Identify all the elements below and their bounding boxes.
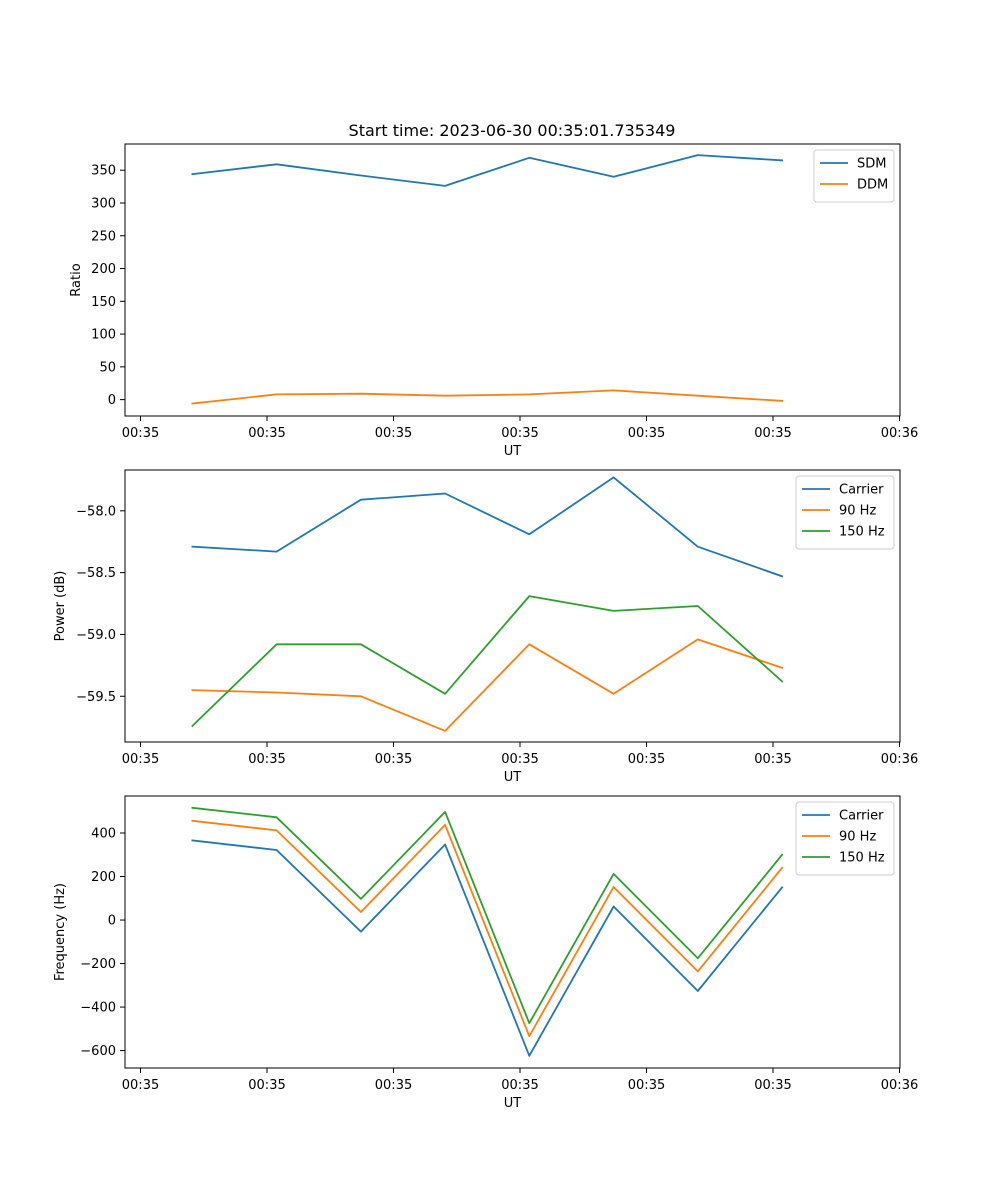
x-tick-label: 00:35 — [501, 1078, 538, 1093]
series-line-150-hz — [191, 806, 784, 1025]
legend: Carrier 90 Hz 150 Hz — [795, 801, 895, 876]
series-line-sdm — [191, 154, 784, 187]
legend-label: 150 Hz — [839, 851, 885, 866]
x-tick-label: 00:35 — [375, 1078, 412, 1093]
legend-label: Carrier — [839, 809, 884, 824]
y-tick-label: 350 — [91, 164, 116, 179]
x-tick-label: 00:35 — [628, 426, 665, 441]
x-tick-label: 00:35 — [375, 426, 412, 441]
x-axis-label: UT — [504, 444, 522, 459]
x-tick-label: 00:35 — [754, 426, 791, 441]
y-tick-label: 300 — [91, 196, 116, 211]
legend-label: 90 Hz — [839, 830, 876, 845]
y-tick-label: −58.0 — [76, 504, 116, 519]
x-tick-label: 00:35 — [122, 426, 159, 441]
x-tick-label: 00:36 — [881, 752, 918, 767]
y-tick-label: 400 — [91, 826, 116, 841]
y-tick-label: 0 — [108, 914, 116, 929]
legend-label: 150 Hz — [839, 525, 885, 540]
y-tick-label: −600 — [80, 1044, 116, 1059]
axes-frame — [124, 795, 901, 1069]
series-line-carrier — [191, 476, 784, 578]
subplot-1: 00:35 00:35 00:35 00:35 00:35 00:35 00:36 UT 0 50… — [69, 143, 918, 459]
y-tick-label: 200 — [91, 870, 116, 885]
y-tick-label: 150 — [91, 295, 116, 310]
x-axis-label: UT — [504, 770, 522, 785]
y-axis-label: Power (dB) — [53, 571, 68, 642]
y-tick-label: −59.0 — [76, 628, 116, 643]
y-tick-label: −59.5 — [76, 690, 116, 705]
x-tick-label: 00:35 — [754, 752, 791, 767]
x-tick-label: 00:35 — [248, 752, 285, 767]
y-axis-label: Frequency (Hz) — [53, 883, 68, 981]
x-tick-label: 00:36 — [881, 426, 918, 441]
series-line-90-hz — [191, 638, 784, 732]
x-tick-label: 00:35 — [248, 426, 285, 441]
y-tick-label: 200 — [91, 262, 116, 277]
axes-frame — [124, 469, 901, 743]
series-line-150-hz — [191, 595, 784, 728]
series-line-90-hz — [191, 819, 784, 1038]
series-lines — [191, 806, 784, 1057]
series-line-carrier — [191, 839, 784, 1057]
y-tick-label: −400 — [80, 1001, 116, 1016]
subplot-3: 00:35 00:35 00:35 00:35 00:35 00:35 00:36 UT −60… — [53, 795, 918, 1111]
y-tick-label: 250 — [91, 229, 116, 244]
x-tick-label: 00:35 — [501, 752, 538, 767]
chart-title: Start time: 2023-06-30 00:35:01.735349 — [349, 121, 676, 140]
x-tick-label: 00:36 — [881, 1078, 918, 1093]
x-tick-label: 00:35 — [248, 1078, 285, 1093]
legend-label: Carrier — [839, 483, 884, 498]
legend-label: DDM — [857, 178, 888, 193]
x-tick-label: 00:35 — [754, 1078, 791, 1093]
x-axis-label: UT — [504, 1096, 522, 1111]
legend-label: SDM — [857, 157, 886, 172]
x-tick-label: 00:35 — [628, 752, 665, 767]
y-tick-label: −58.5 — [76, 566, 116, 581]
legend: SDM DDM — [813, 149, 895, 203]
legend-label: 90 Hz — [839, 504, 876, 519]
series-lines — [191, 476, 784, 732]
subplot-2: 00:35 00:35 00:35 00:35 00:35 00:35 00:36 UT −59… — [53, 469, 918, 785]
series-lines — [191, 154, 784, 405]
x-tick-label: 00:35 — [375, 752, 412, 767]
plots-container: 00:35 00:35 00:35 00:35 00:35 00:35 00:36 UT 0 50… — [53, 143, 918, 1111]
x-tick-label: 00:35 — [628, 1078, 665, 1093]
y-tick-label: 100 — [91, 328, 116, 343]
x-tick-label: 00:35 — [501, 426, 538, 441]
legend: Carrier 90 Hz 150 Hz — [795, 475, 895, 550]
y-tick-label: −200 — [80, 957, 116, 972]
y-tick-label: 0 — [108, 393, 116, 408]
x-tick-label: 00:35 — [122, 1078, 159, 1093]
series-line-ddm — [191, 389, 784, 405]
x-tick-label: 00:35 — [122, 752, 159, 767]
y-tick-label: 50 — [99, 360, 116, 375]
y-axis-label: Ratio — [69, 263, 84, 296]
axes-frame — [124, 143, 901, 417]
